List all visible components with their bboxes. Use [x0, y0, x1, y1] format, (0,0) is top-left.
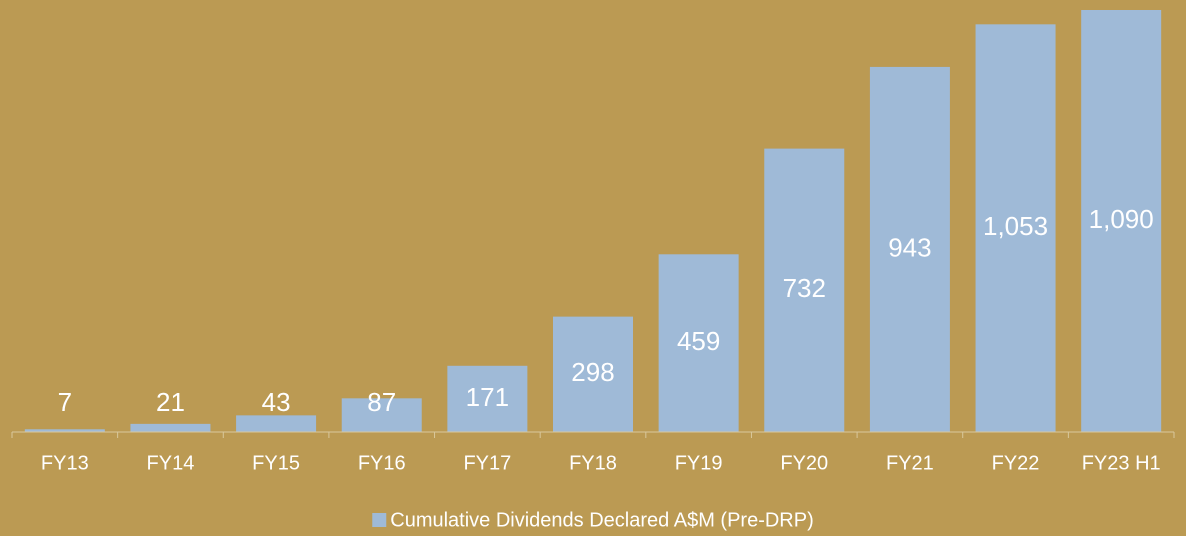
value-label: 43 — [262, 387, 291, 417]
value-label: 298 — [571, 357, 614, 387]
bar — [975, 24, 1056, 433]
value-label: 21 — [156, 387, 185, 417]
x-tick-label: FY21 — [886, 452, 934, 474]
bar — [130, 423, 211, 432]
x-tick-label: FY18 — [569, 452, 617, 474]
legend-label: Cumulative Dividends Declared A$M (Pre-D… — [390, 509, 813, 531]
value-label: 1,053 — [983, 211, 1048, 241]
bar — [341, 398, 422, 432]
bar — [553, 316, 633, 432]
bar — [658, 254, 739, 432]
x-tick-label: FY20 — [780, 452, 828, 474]
legend-swatch — [372, 513, 387, 527]
bar — [869, 66, 950, 432]
x-tick-label: FY14 — [147, 452, 195, 474]
x-tick-label: FY15 — [252, 452, 300, 474]
x-tick-label: FY23 H1 — [1082, 452, 1161, 474]
value-label: 7 — [58, 387, 72, 417]
x-tick-label: FY16 — [358, 452, 406, 474]
value-label: 459 — [677, 326, 720, 356]
x-tick-label: FY22 — [992, 452, 1040, 474]
value-label: 1,090 — [1089, 204, 1154, 234]
x-tick-label: FY13 — [41, 452, 89, 474]
value-label: 732 — [783, 273, 826, 303]
value-label: 87 — [367, 387, 396, 417]
value-label: 943 — [888, 232, 931, 262]
x-tick-label: FY19 — [675, 452, 723, 474]
bar — [24, 429, 105, 432]
bar — [236, 415, 317, 432]
value-label: 171 — [466, 382, 509, 412]
legend: Cumulative Dividends Declared A$M (Pre-D… — [372, 509, 814, 531]
bar — [764, 148, 845, 432]
bar — [1081, 10, 1162, 432]
bar — [447, 365, 528, 432]
x-tick-label: FY17 — [463, 452, 511, 474]
